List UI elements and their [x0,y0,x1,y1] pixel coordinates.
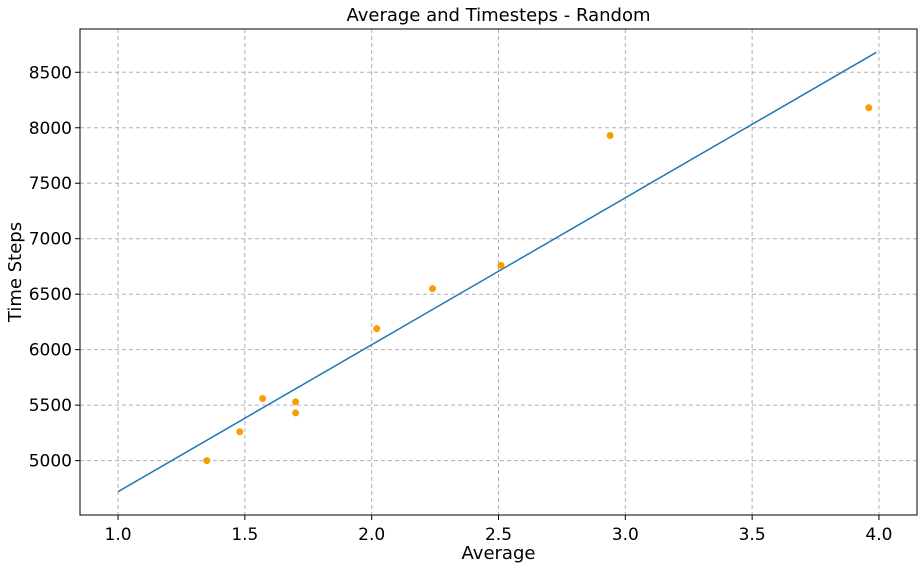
y-tick-label: 6500 [29,285,72,305]
x-tick-label: 1.5 [231,525,258,545]
y-tick-label: 5500 [29,396,72,416]
x-tick-label: 2.5 [485,525,512,545]
x-axis: 1.0 1.5 2.0 2.5 3.0 3.5 4.0 [105,515,892,545]
scatter-layer [203,104,873,465]
scatter-point [292,409,300,417]
y-axis-label: Time Steps [5,222,26,323]
scatter-point [497,261,505,269]
fit-line-layer [117,51,877,493]
y-tick-label: 5000 [29,452,72,472]
scatter-point [606,132,614,140]
scatter-point [236,428,244,436]
scatter-point [429,285,437,293]
x-axis-label: Average [462,543,536,564]
x-tick-label: 1.0 [105,525,132,545]
x-tick-label: 4.0 [865,525,892,545]
y-tick-label: 8500 [29,63,72,83]
y-tick-label: 7000 [29,230,72,250]
y-axis: 5000 5500 6000 6500 7000 7500 8000 8500 [29,63,80,472]
y-tick-label: 6000 [29,341,72,361]
y-tick-label: 7500 [29,174,72,194]
scatter-point [373,325,381,333]
scatter-point [203,457,211,465]
x-tick-label: 2.0 [358,525,385,545]
x-tick-label: 3.5 [739,525,766,545]
scatter-point [865,104,873,112]
scatter-point [292,398,300,406]
fit-line [117,51,877,493]
x-tick-label: 3.0 [612,525,639,545]
y-tick-label: 8000 [29,119,72,139]
scatter-point [259,394,267,402]
chart-title: Average and Timesteps - Random [346,5,650,26]
